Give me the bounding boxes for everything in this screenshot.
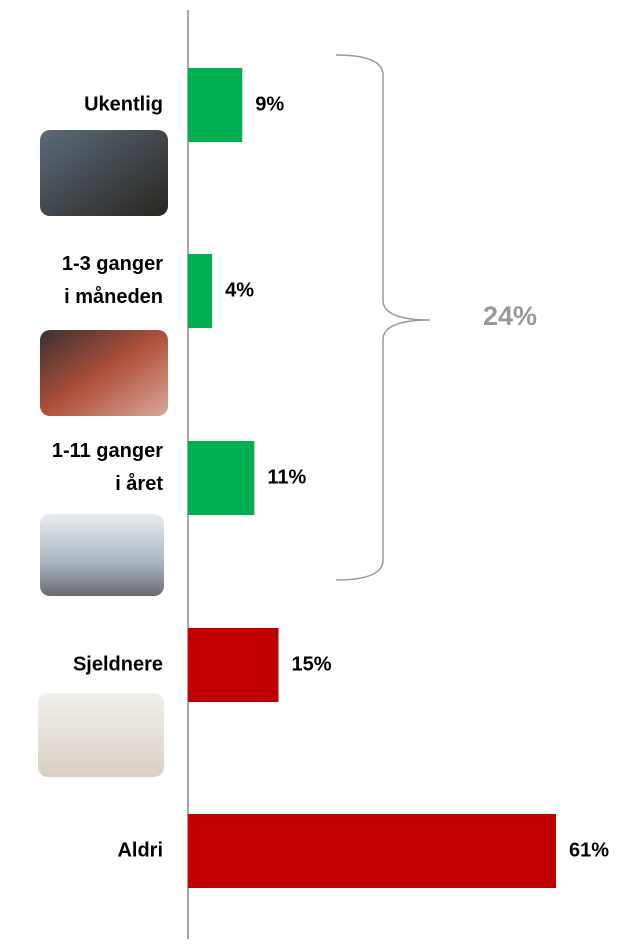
bar bbox=[188, 254, 213, 328]
value-label: 9% bbox=[255, 93, 284, 115]
bracket-label: 24% bbox=[483, 301, 537, 331]
category-label: Ukentlig bbox=[84, 93, 163, 115]
value-label: 61% bbox=[569, 839, 609, 861]
photo bbox=[40, 514, 164, 596]
category-label: Aldri bbox=[117, 839, 163, 861]
bracket bbox=[335, 54, 431, 581]
bar bbox=[188, 68, 243, 142]
category-label: i året bbox=[115, 472, 163, 495]
photo bbox=[40, 330, 168, 416]
category-label: 1-11 ganger bbox=[52, 440, 163, 462]
bar bbox=[188, 814, 556, 888]
value-label: 15% bbox=[291, 653, 331, 675]
value-label: 4% bbox=[225, 279, 254, 301]
category-label: 1-3 ganger bbox=[62, 253, 163, 275]
bar bbox=[188, 628, 279, 702]
category-label: i måneden bbox=[64, 285, 163, 308]
bar bbox=[188, 441, 255, 515]
category-label: Sjeldnere bbox=[73, 653, 163, 675]
photo bbox=[38, 693, 164, 777]
value-label: 11% bbox=[267, 466, 306, 488]
photo bbox=[40, 130, 168, 216]
